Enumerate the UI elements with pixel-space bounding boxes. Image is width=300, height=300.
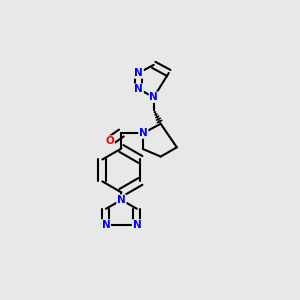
Text: N: N <box>102 220 110 230</box>
Text: O: O <box>106 136 114 146</box>
Text: N: N <box>134 84 143 94</box>
Text: N: N <box>134 68 143 78</box>
Text: N: N <box>139 128 148 138</box>
Text: N: N <box>117 195 126 205</box>
Text: N: N <box>149 92 158 102</box>
Text: N: N <box>133 220 141 230</box>
